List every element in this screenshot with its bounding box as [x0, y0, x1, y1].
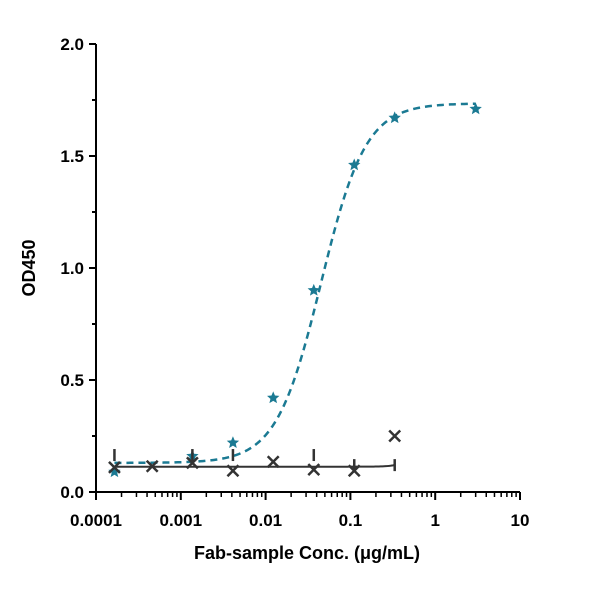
data-point-x	[347, 464, 361, 478]
x-tick-label: 10	[511, 511, 530, 530]
y-tick-label: 1.0	[60, 259, 84, 278]
y-tick-label: 0.5	[60, 371, 84, 390]
series-1	[108, 102, 482, 478]
x-tick-label: 0.01	[249, 511, 282, 530]
y-tick-label: 2.0	[60, 35, 84, 54]
series-1-fit-line	[114, 102, 476, 465]
data-point-star	[469, 102, 482, 115]
data-point-x	[145, 459, 159, 473]
series-2-fit-line	[114, 463, 395, 468]
data-point-star	[388, 111, 401, 124]
series-2	[108, 429, 402, 478]
data-point-x	[186, 456, 199, 470]
x-tick-label: 0.001	[160, 511, 203, 530]
data-point-x	[266, 455, 280, 469]
data-point-star	[307, 283, 320, 296]
x-tick-label: 0.0001	[70, 511, 122, 530]
series-layer	[108, 102, 482, 478]
x-axis-title: Fab-sample Conc. (μg/mL)	[194, 543, 420, 563]
data-point-x	[388, 429, 402, 443]
y-tick-label: 0.0	[60, 483, 84, 502]
x-ticks: 0.0001 0.001 0.01 0.1 1 10	[70, 492, 529, 530]
x-tick-label: 1	[430, 511, 439, 530]
y-tick-label: 1.5	[60, 147, 84, 166]
y-ticks: 0.0 0.5 1.0 1.5 2.0	[60, 35, 96, 502]
data-point-x	[108, 460, 121, 474]
x-tick-label: 0.1	[339, 511, 363, 530]
data-point-star	[226, 436, 240, 448]
data-point-x	[307, 463, 321, 476]
data-point-x	[226, 464, 240, 478]
y-axis-title: OD450	[19, 239, 39, 296]
data-point-star	[348, 158, 361, 171]
data-point-star	[267, 391, 280, 404]
data-point-star	[108, 465, 121, 478]
axes	[95, 44, 520, 493]
